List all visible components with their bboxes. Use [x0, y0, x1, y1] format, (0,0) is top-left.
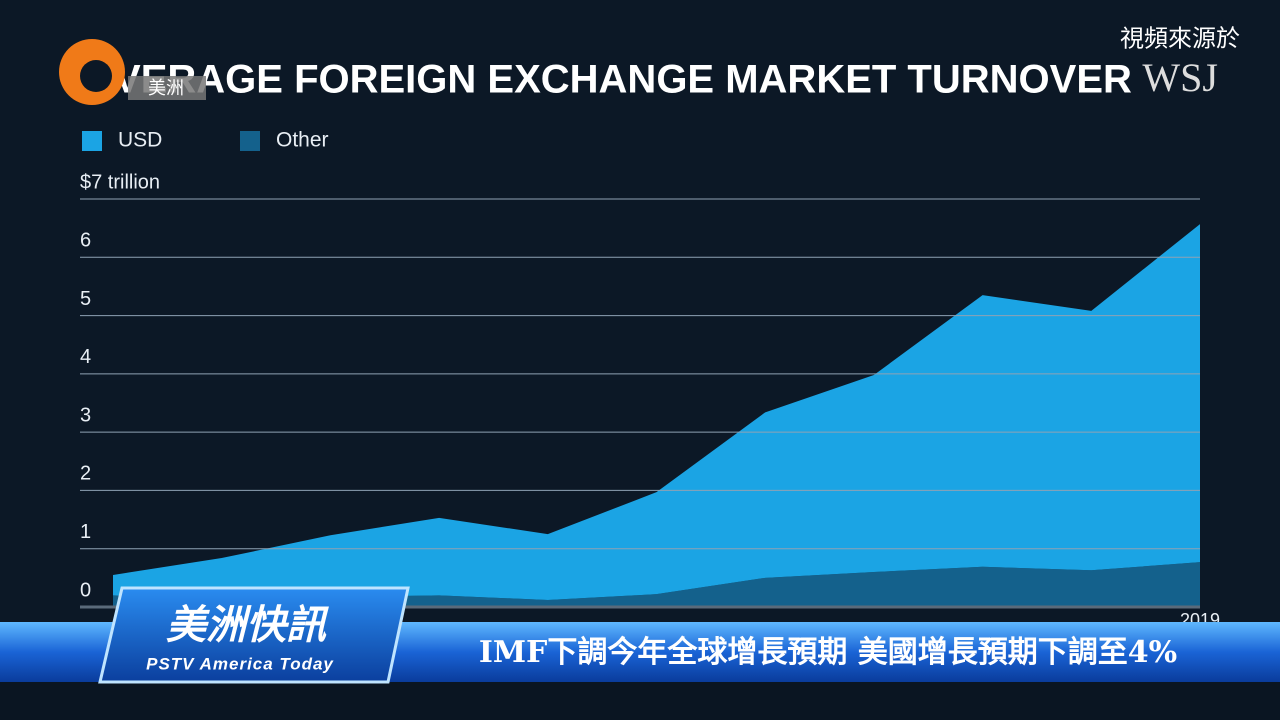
y-tick-label: 1: [80, 521, 91, 543]
y-tick-label: 0: [80, 579, 91, 601]
area-other: [113, 562, 1200, 607]
legend-label: Other: [276, 129, 329, 152]
area-usd: [113, 224, 1200, 601]
logo-tag: [128, 76, 206, 100]
banner-foot: [0, 682, 1280, 720]
logo-hole: [80, 60, 112, 92]
source-brand: WSJ: [1142, 55, 1218, 100]
source-label: 視頻來源於: [1120, 25, 1240, 52]
y-tick-label: 4: [80, 346, 91, 368]
show-box: [98, 586, 410, 684]
chart-title: AVERAGE FOREIGN EXCHANGE MARKET TURNOVER: [88, 58, 1132, 102]
show-title: 美洲快訊: [166, 604, 329, 648]
y-tick-label: 6: [80, 230, 91, 252]
channel-tag: 美洲: [148, 78, 184, 98]
y-tick-label: 2: [80, 463, 91, 485]
y-tick-label: 5: [80, 288, 91, 310]
logo: 美洲: [59, 39, 206, 105]
legend-swatch: [240, 131, 260, 151]
y-tick-label: $7 trillion: [80, 171, 160, 193]
legend-swatch: [82, 131, 102, 151]
y-tick-label: 3: [80, 404, 91, 426]
headline: IMF下調今年全球增長預期 美國增長預期下調至4%: [479, 635, 1177, 670]
legend-label: USD: [118, 129, 162, 152]
show-subtitle: PSTV America Today: [146, 654, 334, 673]
